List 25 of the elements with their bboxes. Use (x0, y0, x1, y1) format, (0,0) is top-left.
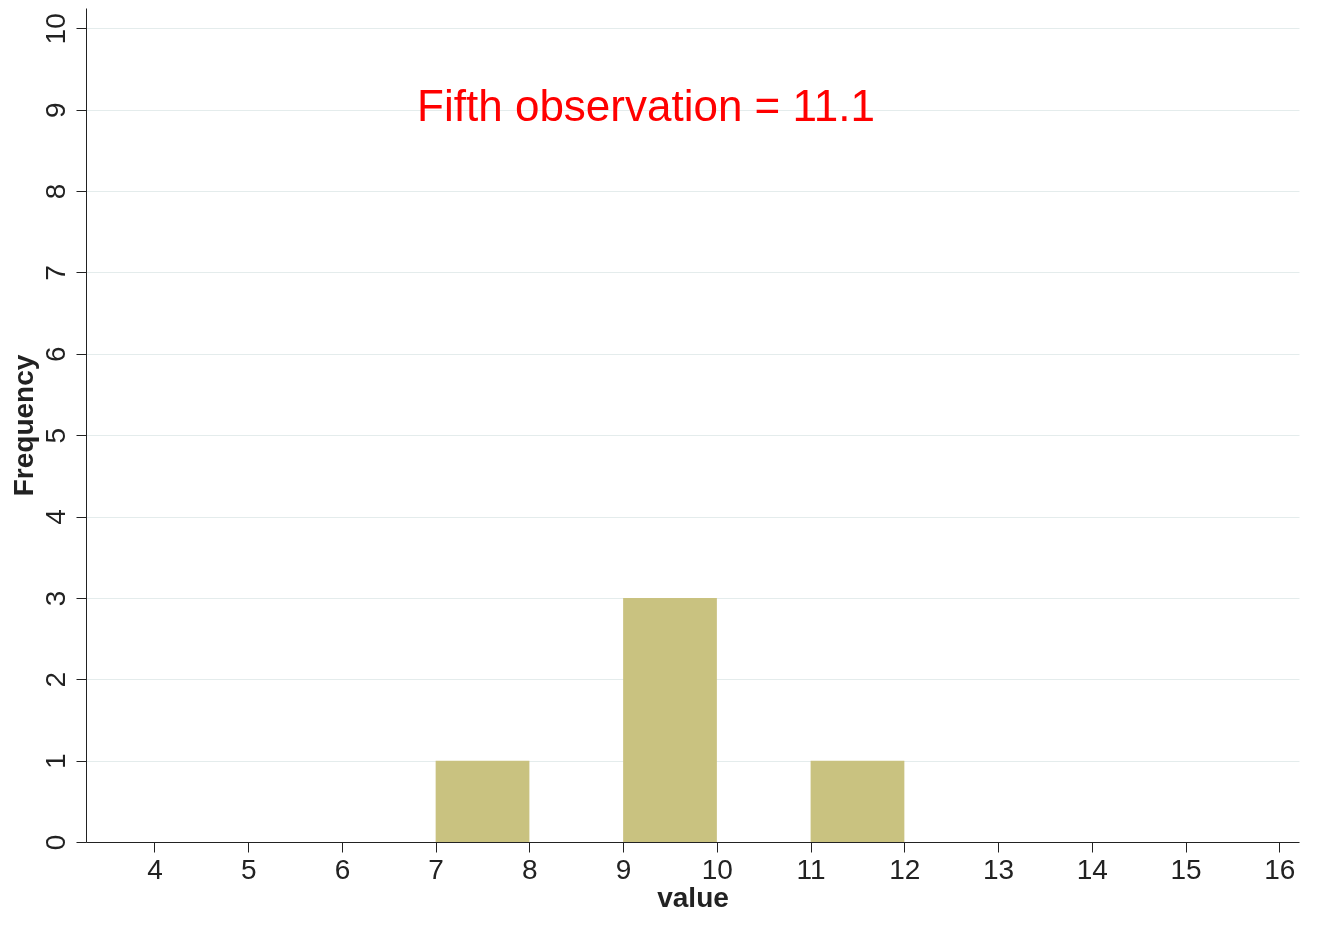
y-tick-label: 7 (39, 265, 71, 281)
x-tick-label: 11 (796, 853, 826, 885)
y-tick-label: 3 (39, 590, 71, 607)
x-tick-label: 15 (1170, 853, 1202, 885)
x-tick-label: 7 (428, 853, 444, 885)
y-tick-label: 9 (39, 102, 71, 118)
x-tick-label: 14 (1076, 853, 1108, 885)
y-tick-label: 6 (39, 346, 71, 363)
y-tick-label: 8 (39, 183, 71, 200)
x-tick-label: 6 (334, 853, 351, 885)
x-tick-label: 12 (889, 853, 921, 885)
x-tick-label: 5 (240, 853, 257, 885)
y-tick-label: 10 (39, 13, 71, 45)
y-tick-label: 1 (39, 753, 71, 769)
y-axis-title: Frequency (7, 354, 39, 497)
x-tick-label: 16 (1264, 853, 1296, 885)
x-tick-label: 9 (615, 853, 632, 885)
y-tick-label: 5 (39, 427, 71, 444)
x-tick-label: 8 (522, 853, 538, 885)
x-tick-label: 13 (983, 853, 1015, 885)
y-tick-label: 0 (39, 834, 71, 851)
y-tick-label: 2 (39, 671, 71, 688)
y-tick-label: 4 (39, 509, 71, 525)
annotation: Fifth observation = 11.1 (417, 81, 875, 130)
x-tick-label: 4 (147, 853, 163, 885)
